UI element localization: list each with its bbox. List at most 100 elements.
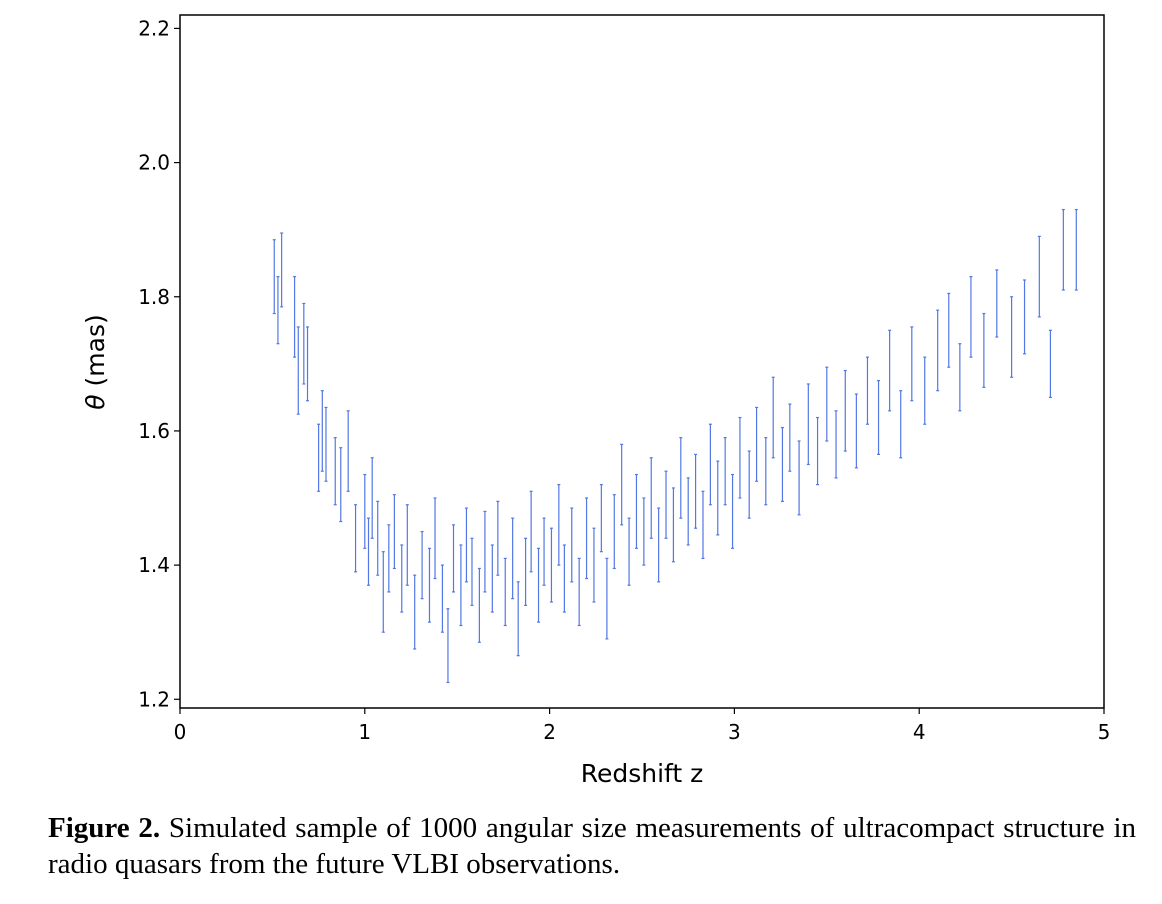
error-bar xyxy=(333,437,337,506)
x-tick-label: 3 xyxy=(728,720,741,744)
error-bar xyxy=(825,366,829,442)
error-bar xyxy=(806,383,810,466)
error-bar xyxy=(716,460,720,536)
error-bar xyxy=(496,500,500,576)
error-bar xyxy=(923,356,927,425)
error-bar xyxy=(708,423,712,506)
error-bar xyxy=(834,410,838,479)
error-bar xyxy=(459,544,463,627)
error-bar xyxy=(664,470,668,539)
error-bar xyxy=(865,356,869,425)
error-bar xyxy=(947,292,951,368)
error-bar xyxy=(420,530,424,600)
error-bar xyxy=(731,473,735,549)
x-tick-label: 1 xyxy=(358,720,371,744)
error-bar xyxy=(877,380,881,456)
error-bar xyxy=(771,376,775,459)
error-bar xyxy=(899,390,903,459)
error-bar xyxy=(612,494,616,570)
error-bar xyxy=(524,537,528,606)
error-bar xyxy=(317,423,321,492)
error-bar xyxy=(816,416,820,486)
error-bar xyxy=(427,547,431,623)
error-bar xyxy=(376,500,380,576)
y-axis-label: θ (mas) xyxy=(81,314,110,409)
x-tick-label: 0 xyxy=(174,720,187,744)
error-bar xyxy=(293,276,297,358)
error-bar xyxy=(413,574,417,650)
error-bar xyxy=(1037,235,1041,318)
error-bar xyxy=(969,276,973,358)
error-bar xyxy=(649,457,653,539)
error-bar xyxy=(306,326,310,402)
y-axis-label-unit: (mas) xyxy=(81,314,110,386)
error-bar xyxy=(477,567,481,643)
y-tick-label: 1.6 xyxy=(138,419,170,443)
error-bar xyxy=(797,440,801,516)
error-bar xyxy=(1048,329,1052,398)
x-tick-label: 4 xyxy=(913,720,926,744)
error-bar xyxy=(324,406,328,482)
error-bar xyxy=(302,302,306,385)
y-tick-label: 1.2 xyxy=(138,687,170,711)
error-bar xyxy=(577,557,581,627)
error-bar xyxy=(642,497,646,566)
error-bar xyxy=(483,510,487,593)
error-bar xyxy=(627,517,631,586)
figure-caption: Figure 2. Simulated sample of 1000 angul… xyxy=(48,810,1136,882)
y-tick-label: 2.2 xyxy=(138,16,170,40)
error-bar xyxy=(400,544,404,613)
error-bar xyxy=(620,443,624,526)
error-bar xyxy=(657,507,661,583)
error-bar xyxy=(363,473,367,549)
error-bar xyxy=(381,551,385,633)
error-bar xyxy=(354,504,358,573)
error-bar xyxy=(694,453,698,529)
error-bar xyxy=(1023,279,1027,355)
error-bar xyxy=(854,393,858,469)
error-bar xyxy=(511,517,515,600)
error-bar xyxy=(464,507,468,583)
error-bar xyxy=(549,527,553,603)
error-bar xyxy=(936,309,940,392)
error-bar xyxy=(452,524,456,593)
error-bar xyxy=(679,437,683,519)
errorbar-chart: 0 1 2 3 4 5 1.2 1.4 1.6 1.8 2.0 2.2 Redshift z θ (… xyxy=(81,14,1111,788)
error-bar xyxy=(585,497,589,580)
error-bar xyxy=(747,450,751,519)
y-tick-label: 2.0 xyxy=(138,151,170,175)
error-bar xyxy=(780,426,784,502)
error-bar xyxy=(405,504,409,586)
error-bar xyxy=(440,564,444,633)
error-bar xyxy=(592,527,596,603)
error-bar xyxy=(387,524,391,593)
error-bar xyxy=(738,416,742,499)
y-axis-label-symbol: θ xyxy=(81,394,110,409)
error-bar xyxy=(276,276,280,345)
y-tick-label: 1.4 xyxy=(138,553,170,577)
error-bar xyxy=(296,326,300,415)
error-bar xyxy=(490,544,494,613)
error-bar xyxy=(280,232,284,308)
x-axis: 0 1 2 3 4 5 xyxy=(174,708,1111,744)
error-bar xyxy=(529,490,533,573)
error-bar xyxy=(537,547,541,623)
error-bar xyxy=(599,484,603,553)
error-bar xyxy=(788,403,792,472)
error-bar xyxy=(470,537,474,606)
error-bar xyxy=(843,369,847,452)
error-bar xyxy=(723,437,727,506)
error-bar xyxy=(1074,208,1078,291)
error-bar xyxy=(320,390,324,472)
x-axis-label: Redshift z xyxy=(581,759,704,788)
error-bar xyxy=(755,406,759,482)
error-bar xyxy=(570,507,574,583)
error-bar xyxy=(366,517,370,586)
error-bar xyxy=(634,473,638,549)
x-tick-label: 5 xyxy=(1098,720,1111,744)
error-bar xyxy=(370,457,374,539)
error-bar xyxy=(516,581,520,657)
error-bar xyxy=(562,544,566,613)
error-bar xyxy=(995,269,999,338)
error-bar xyxy=(433,497,437,580)
